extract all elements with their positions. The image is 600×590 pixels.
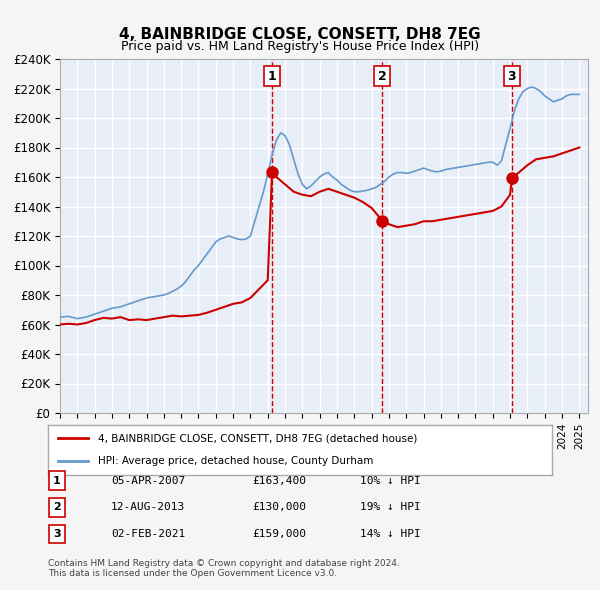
Text: £159,000: £159,000 bbox=[252, 529, 306, 539]
Text: Contains HM Land Registry data © Crown copyright and database right 2024.
This d: Contains HM Land Registry data © Crown c… bbox=[48, 559, 400, 578]
Text: 02-FEB-2021: 02-FEB-2021 bbox=[111, 529, 185, 539]
Text: 12-AUG-2013: 12-AUG-2013 bbox=[111, 503, 185, 512]
Text: 19% ↓ HPI: 19% ↓ HPI bbox=[360, 503, 421, 512]
Text: 10% ↓ HPI: 10% ↓ HPI bbox=[360, 476, 421, 486]
Text: £130,000: £130,000 bbox=[252, 503, 306, 512]
Text: £163,400: £163,400 bbox=[252, 476, 306, 486]
Text: 1: 1 bbox=[268, 70, 277, 83]
Text: 4, BAINBRIDGE CLOSE, CONSETT, DH8 7EG (detached house): 4, BAINBRIDGE CLOSE, CONSETT, DH8 7EG (d… bbox=[98, 433, 418, 443]
Text: HPI: Average price, detached house, County Durham: HPI: Average price, detached house, Coun… bbox=[98, 457, 374, 467]
Text: 3: 3 bbox=[508, 70, 516, 83]
Text: 1: 1 bbox=[53, 476, 61, 486]
Text: 4, BAINBRIDGE CLOSE, CONSETT, DH8 7EG: 4, BAINBRIDGE CLOSE, CONSETT, DH8 7EG bbox=[119, 27, 481, 41]
Text: 2: 2 bbox=[377, 70, 386, 83]
Text: Price paid vs. HM Land Registry's House Price Index (HPI): Price paid vs. HM Land Registry's House … bbox=[121, 40, 479, 53]
Text: 14% ↓ HPI: 14% ↓ HPI bbox=[360, 529, 421, 539]
Text: 05-APR-2007: 05-APR-2007 bbox=[111, 476, 185, 486]
Text: 3: 3 bbox=[53, 529, 61, 539]
Text: 2: 2 bbox=[53, 503, 61, 512]
